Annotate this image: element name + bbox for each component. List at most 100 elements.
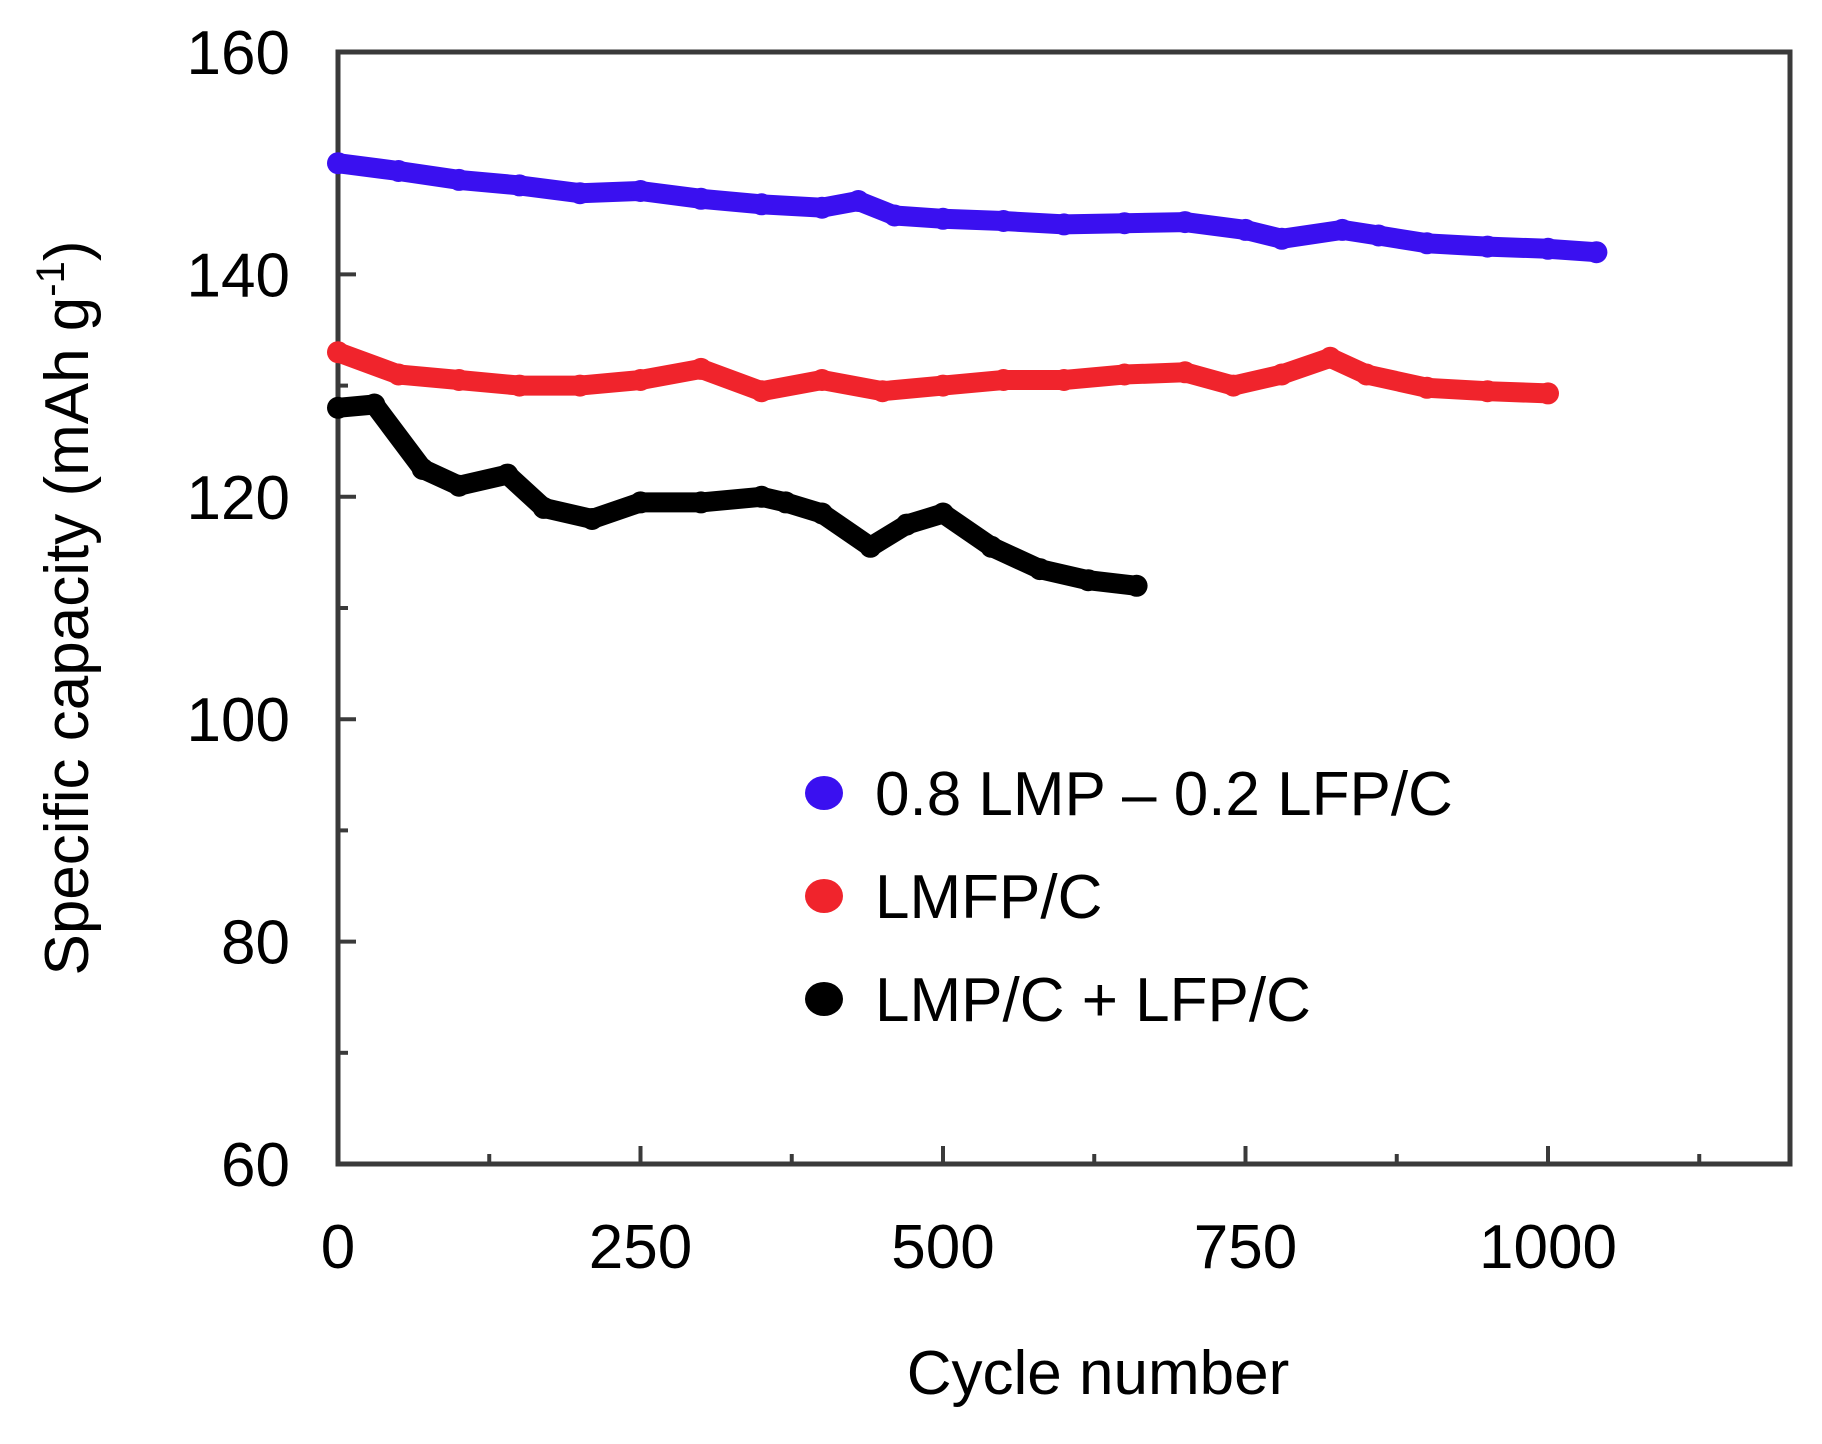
data-point [1270, 363, 1293, 386]
data-point [690, 187, 712, 210]
data-point [387, 160, 410, 182]
x-tick-label: 250 [589, 1213, 692, 1282]
data-point [1537, 237, 1559, 260]
plot-area-frame [335, 49, 1793, 1167]
data-point [774, 491, 797, 514]
data-point [327, 152, 349, 175]
data-point [327, 396, 349, 419]
data-point [1125, 574, 1148, 597]
legend-label-1: 0.8 LMP – 0.2 LFP/C [875, 760, 1453, 829]
data-point [980, 535, 1003, 558]
data-point [363, 393, 386, 416]
x-axis-title: Cycle number [907, 1339, 1289, 1408]
data-point [932, 207, 954, 230]
data-point [811, 369, 833, 391]
data-point [811, 196, 833, 219]
data-point [992, 369, 1015, 391]
y-axis-title-main: Specific capacity (mAh g [33, 297, 102, 976]
data-point [411, 458, 434, 480]
y-tick-labels: 60 80 100 120 140 160 [187, 19, 290, 1200]
legend-item-2: LMFP/C [805, 863, 1102, 932]
x-tick-label: 1000 [1479, 1213, 1617, 1282]
data-point [629, 491, 652, 514]
data-point [532, 496, 555, 519]
data-point [750, 485, 773, 508]
data-point [1053, 369, 1075, 391]
series-3 [327, 393, 1148, 597]
legend-item-3: LMP/C + LFP/C [805, 966, 1311, 1035]
y-axis-title: Specific capacity (mAh g-1) [29, 240, 102, 975]
data-point [811, 502, 833, 525]
data-point [932, 374, 954, 397]
data-point [1319, 346, 1342, 369]
data-point [883, 204, 906, 227]
x-tick-label: 0 [321, 1213, 355, 1282]
legend-label-2: LMFP/C [875, 863, 1102, 932]
series-1 [327, 152, 1608, 264]
data-point [1174, 211, 1196, 234]
data-point [448, 474, 470, 497]
data-point [1367, 224, 1390, 247]
data-point [629, 180, 652, 202]
data-point [750, 193, 773, 216]
y-tick-label: 80 [221, 909, 290, 978]
y-axis-title-superscript: -1 [29, 261, 73, 297]
legend-marker-2 [805, 879, 843, 913]
data-point [1331, 218, 1354, 241]
legend-label-3: LMP/C + LFP/C [875, 966, 1311, 1035]
data-point [932, 502, 954, 525]
data-point [496, 463, 519, 486]
x-tick-labels: 0 250 500 750 1000 [321, 1213, 1617, 1282]
data-point [895, 513, 918, 536]
data-point [1113, 212, 1136, 235]
data-point [690, 357, 712, 380]
y-tick-label: 60 [221, 1131, 290, 1200]
data-point [992, 210, 1015, 232]
data-point [871, 380, 894, 403]
data-point [1270, 227, 1293, 250]
data-point [1416, 232, 1438, 255]
data-point [750, 380, 773, 403]
data-point [387, 363, 410, 386]
data-point [690, 491, 712, 514]
legend-item-1: 0.8 LMP – 0.2 LFP/C [805, 760, 1453, 829]
legend-marker-3 [805, 982, 843, 1016]
x-tick-label: 500 [891, 1213, 994, 1282]
data-point [1476, 235, 1499, 258]
data-point [327, 341, 349, 364]
y-axis-title-close: ) [33, 240, 102, 261]
data-point [1113, 363, 1136, 386]
data-point [569, 374, 591, 397]
legend: 0.8 LMP – 0.2 LFP/C LMFP/C LMP/C + LFP/C [805, 760, 1453, 1035]
y-tick-label: 160 [187, 19, 290, 88]
data-point [448, 168, 470, 191]
data-point [508, 374, 531, 397]
y-tick-label: 100 [187, 686, 290, 755]
data-point [847, 190, 870, 212]
data-point [1077, 569, 1100, 592]
data-point [1585, 241, 1608, 264]
y-tick-label: 120 [187, 464, 290, 533]
data-point [629, 369, 652, 391]
data-point [448, 369, 470, 391]
series-layer [327, 152, 1608, 597]
data-point [1234, 218, 1257, 241]
data-point [508, 174, 531, 197]
data-point [1355, 363, 1378, 386]
y-tick-label: 140 [187, 241, 290, 310]
data-point [1053, 213, 1075, 236]
data-point [1174, 361, 1196, 384]
series-line [328, 342, 1558, 404]
x-tick-label: 750 [1194, 1213, 1297, 1282]
data-point [569, 182, 591, 205]
data-point [859, 535, 882, 558]
data-point [581, 508, 604, 530]
data-point [1222, 374, 1245, 397]
series-2 [327, 341, 1559, 405]
axis-ticks [336, 50, 1702, 1166]
data-point [1537, 382, 1559, 405]
data-point [1416, 376, 1438, 399]
data-point [1476, 380, 1499, 403]
legend-marker-1 [805, 776, 843, 810]
